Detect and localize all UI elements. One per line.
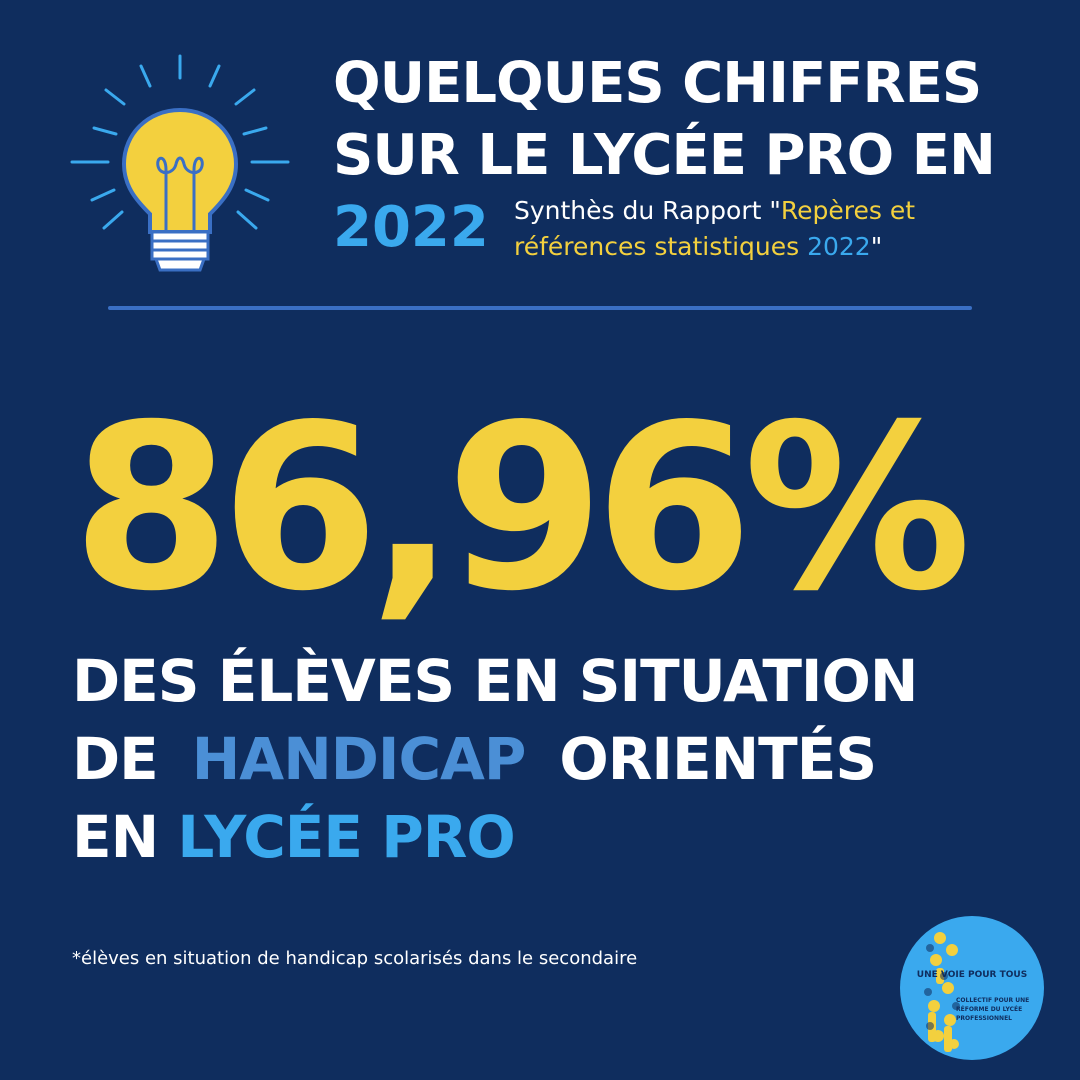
caption-line-1: DES ÉLÈVES EN SITUATION (72, 647, 918, 715)
page-title: QUELQUES CHIFFRES SUR LE LYCÉE PRO EN (333, 48, 996, 192)
subtitle-prefix: Synthès du Rapport " (514, 196, 781, 225)
subtitle-suffix: " (870, 232, 883, 261)
title-year: 2022 (333, 195, 489, 260)
logo-subtitle: COLLECTIF POUR UNE RÉFORME DU LYCÉE PROF… (956, 997, 1030, 1022)
divider (108, 306, 972, 310)
title-line-2: SUR LE LYCÉE PRO EN (333, 123, 996, 188)
title-line-1: QUELQUES CHIFFRES (333, 51, 982, 116)
caption-lycee-pro: LYCÉE PRO (177, 803, 515, 871)
report-subtitle: Synthès du Rapport "Repères et référence… (514, 193, 915, 265)
logo-title: UNE VOIE POUR TOUS (916, 970, 1028, 980)
caption-de: DE (72, 725, 159, 793)
subtitle-highlight-2: références statistiques (514, 232, 808, 261)
caption-orientes: ORIENTÉS (559, 725, 877, 793)
stat-value: 86,96% (72, 375, 972, 641)
stat-caption: DES ÉLÈVES EN SITUATION DE HANDICAP ORIENT… (72, 642, 918, 876)
subtitle-year: 2022 (807, 232, 871, 261)
collective-logo: UNE VOIE POUR TOUS COLLECTIF POUR UNE RÉ… (900, 916, 1044, 1060)
caption-handicap: HANDICAP (191, 725, 527, 793)
lightbulb-icon (70, 54, 290, 272)
caption-en: EN (72, 803, 178, 871)
footnote: *élèves en situation de handicap scolari… (72, 948, 638, 969)
logo-figures-icon (924, 932, 960, 1052)
subtitle-highlight-1: Repères et (780, 196, 916, 225)
